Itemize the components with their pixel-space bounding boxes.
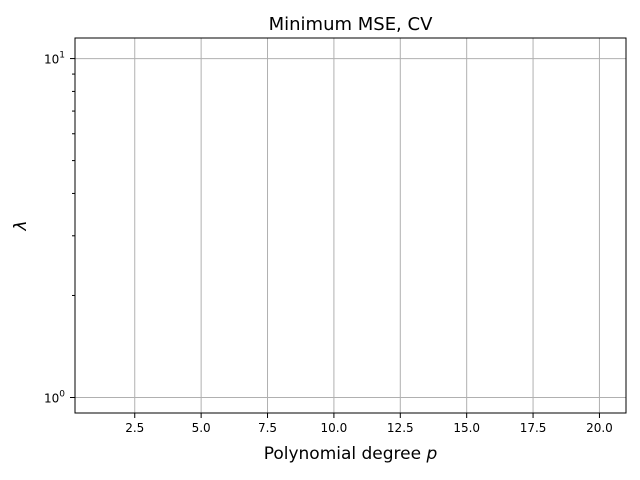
y-tick-label-base: 10 (44, 391, 59, 405)
plot-frame (74, 37, 627, 414)
y-tick-label-exponent: 1 (59, 51, 65, 61)
y-tick-label-base: 10 (44, 53, 59, 67)
x-axis-title-variable: p (426, 444, 438, 464)
x-tick-label: 10.0 (321, 421, 348, 435)
x-tick-label: 5.0 (192, 421, 211, 435)
x-axis-title: Polynomial degree p (264, 444, 438, 464)
y-axis-title: λ (11, 220, 31, 231)
y-tick-label-exponent: 0 (59, 389, 65, 399)
x-axis: 2.5 5.0 7.5 10.0 12.5 15.0 17.5 20.0 (125, 413, 613, 435)
x-axis-title-text: Polynomial degree (264, 444, 427, 464)
x-tick-label: 2.5 (125, 421, 144, 435)
x-tick-label: 15.0 (453, 421, 480, 435)
x-tick-label: 7.5 (258, 421, 277, 435)
y-tick-label: 101 (44, 51, 65, 67)
y-tick-label: 100 (44, 389, 65, 405)
grid-layer (75, 38, 626, 413)
x-tick-label: 12.5 (387, 421, 414, 435)
chart-title: Minimum MSE, CV (269, 14, 433, 35)
x-tick-label: 20.0 (586, 421, 613, 435)
x-tick-label: 17.5 (520, 421, 547, 435)
